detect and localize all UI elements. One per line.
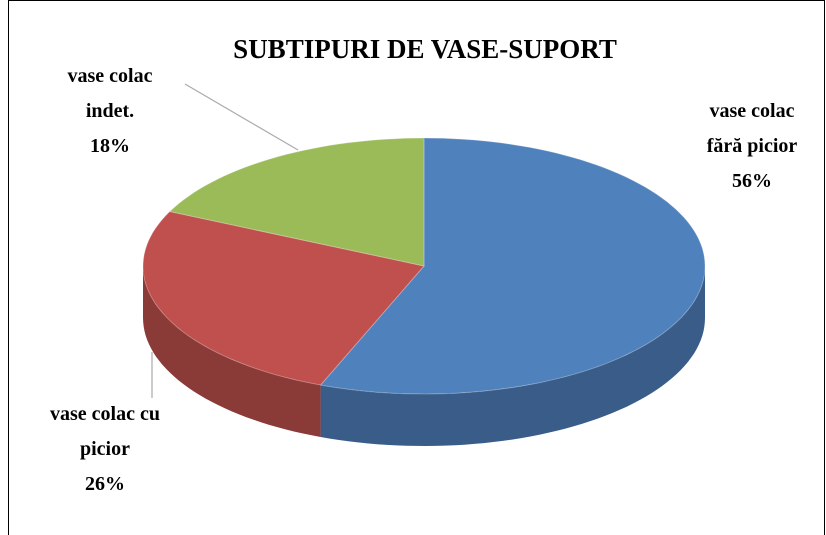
chart-title: SUBTIPURI DE VASE-SUPORT [233,34,617,64]
value-label: 56% [732,170,772,192]
slice [142,210,425,386]
slice-side [320,266,705,446]
category-label: vase colac fără picior [706,100,798,157]
data-label: vase colac fără picior 56% [693,94,811,199]
category-label: vase colac indet. [67,65,153,122]
data-label: vase colac indet. 18% [51,59,169,164]
frame [8,0,825,535]
slice [319,137,706,395]
data-label: vase colac cu picior 26% [46,397,164,502]
category-label: vase colac cu picior [50,403,160,460]
leader-line [184,83,299,151]
value-label: 18% [90,135,130,157]
value-label: 26% [85,473,125,495]
pie [142,137,706,446]
slice-side [143,266,321,437]
slice [168,137,425,267]
